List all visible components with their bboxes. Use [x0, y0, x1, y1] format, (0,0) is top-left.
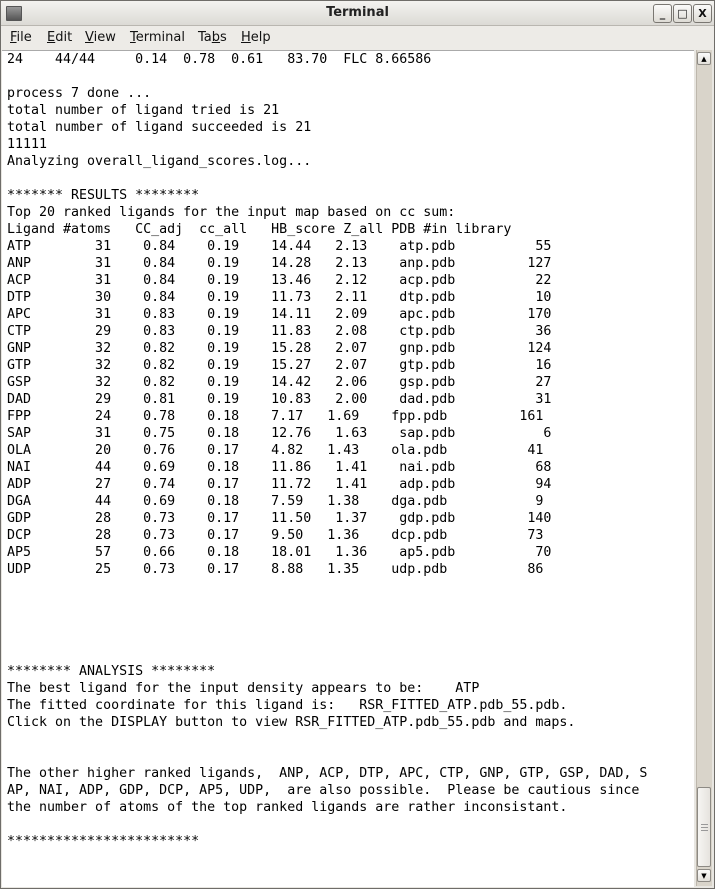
- title-bar[interactable]: Terminal _ □ X: [1, 1, 714, 26]
- terminal-line: GNP 32 0.82 0.19 15.28 2.07 gnp.pdb 124: [7, 341, 552, 356]
- terminal-line: ******* RESULTS ********: [7, 188, 200, 203]
- terminal-line: GDP 28 0.73 0.17 11.50 1.37 gdp.pdb 140: [7, 511, 552, 526]
- maximize-button[interactable]: □: [673, 4, 692, 23]
- terminal-line: ANP 31 0.84 0.19 14.28 2.13 anp.pdb 127: [7, 256, 552, 271]
- menu-label-part: F: [10, 30, 17, 45]
- minimize-button[interactable]: _: [653, 4, 672, 23]
- menu-label-part: Ta: [198, 30, 212, 45]
- menu-view[interactable]: View: [85, 30, 116, 45]
- terminal-line: total number of ligand tried is 21: [7, 103, 280, 118]
- terminal-app-icon[interactable]: [6, 6, 22, 21]
- terminal-line: DGA 44 0.69 0.18 7.59 1.38 dga.pdb 9: [7, 494, 544, 509]
- menu-edit[interactable]: Edit: [47, 30, 72, 45]
- terminal-line: 24 44/44 0.14 0.78 0.61 83.70 FLC 8.6658…: [7, 52, 432, 67]
- terminal-line: APC 31 0.83 0.19 14.11 2.09 apc.pdb 170: [7, 307, 552, 322]
- terminal-line: Top 20 ranked ligands for the input map …: [7, 205, 456, 220]
- terminal-line: NAI 44 0.69 0.18 11.86 1.41 nai.pdb 68: [7, 460, 552, 475]
- terminal-line: ************************: [7, 834, 200, 849]
- terminal-line: DTP 30 0.84 0.19 11.73 2.11 dtp.pdb 10: [7, 290, 552, 305]
- terminal-line: 11111: [7, 137, 48, 152]
- terminal-line: The best ligand for the input density ap…: [7, 681, 480, 696]
- terminal-line: Click on the DISPLAY button to view RSR_…: [7, 715, 576, 730]
- menu-label-part: ile: [16, 30, 32, 45]
- terminal-line: GSP 32 0.82 0.19 14.42 2.06 gsp.pdb 27: [7, 375, 552, 390]
- terminal-line: SAP 31 0.75 0.18 12.76 1.63 sap.pdb 6: [7, 426, 552, 441]
- menu-terminal[interactable]: Terminal: [130, 30, 185, 45]
- menu-label-part: V: [85, 30, 94, 45]
- terminal-line: The other higher ranked ligands, ANP, AC…: [7, 766, 648, 781]
- terminal-line: total number of ligand succeeded is 21: [7, 120, 312, 135]
- terminal-line: process 7 done ...: [7, 86, 152, 101]
- terminal-line: Ligand #atoms CC_adj cc_all HB_score Z_a…: [7, 222, 512, 237]
- menu-label-part: T: [130, 30, 136, 45]
- terminal-line: AP5 57 0.66 0.18 18.01 1.36 ap5.pdb 70: [7, 545, 552, 560]
- terminal-line: FPP 24 0.78 0.18 7.17 1.69 fpp.pdb 161: [7, 409, 544, 424]
- menu-label-part: elp: [250, 30, 271, 45]
- terminal-line: DAD 29 0.81 0.19 10.83 2.00 dad.pdb 31: [7, 392, 552, 407]
- menu-label-part: iew: [93, 30, 116, 45]
- menu-bar: File Edit View Terminal Tabs Help: [1, 26, 714, 50]
- terminal-line: Analyzing overall_ligand_scores.log...: [7, 154, 312, 169]
- terminal-output[interactable]: 24 44/44 0.14 0.78 0.61 83.70 FLC 8.6658…: [2, 50, 694, 887]
- menu-label-part: H: [241, 30, 251, 45]
- terminal-line: the number of atoms of the top ranked li…: [7, 800, 568, 815]
- terminal-line: ADP 27 0.74 0.17 11.72 1.41 adp.pdb 94: [7, 477, 552, 492]
- menu-label-part: E: [47, 30, 56, 45]
- menu-label-part: b: [211, 30, 221, 45]
- scrollbar-thumb[interactable]: [697, 787, 711, 867]
- vertical-scrollbar[interactable]: ▲ ▼: [696, 50, 712, 886]
- menu-label-part: erminal: [135, 30, 185, 45]
- terminal-line: The fitted coordinate for this ligand is…: [7, 698, 568, 713]
- terminal-line: AP, NAI, ADP, GDP, DCP, AP5, UDP, are al…: [7, 783, 640, 798]
- terminal-line: ACP 31 0.84 0.19 13.46 2.12 acp.pdb 22: [7, 273, 552, 288]
- terminal-line: GTP 32 0.82 0.19 15.27 2.07 gtp.pdb 16: [7, 358, 552, 373]
- menu-label-part: s: [220, 30, 227, 45]
- window-title: Terminal: [326, 5, 389, 20]
- close-button[interactable]: X: [693, 4, 712, 23]
- scroll-up-arrow-icon[interactable]: ▲: [697, 52, 711, 65]
- terminal-line: OLA 20 0.76 0.17 4.82 1.43 ola.pdb 41: [7, 443, 544, 458]
- terminal-line: ******** ANALYSIS ********: [7, 664, 216, 679]
- scroll-down-arrow-icon[interactable]: ▼: [697, 869, 711, 882]
- menu-help[interactable]: Help: [241, 30, 271, 45]
- terminal-line: CTP 29 0.83 0.19 11.83 2.08 ctp.pdb 36: [7, 324, 552, 339]
- menu-file[interactable]: File: [10, 30, 32, 45]
- terminal-line: DCP 28 0.73 0.17 9.50 1.36 dcp.pdb 73: [7, 528, 544, 543]
- terminal-line: UDP 25 0.73 0.17 8.88 1.35 udp.pdb 86: [7, 562, 544, 577]
- terminal-line: ATP 31 0.84 0.19 14.44 2.13 atp.pdb 55: [7, 239, 552, 254]
- menu-tabs[interactable]: Tabs: [198, 30, 227, 45]
- menu-label-part: dit: [55, 30, 73, 45]
